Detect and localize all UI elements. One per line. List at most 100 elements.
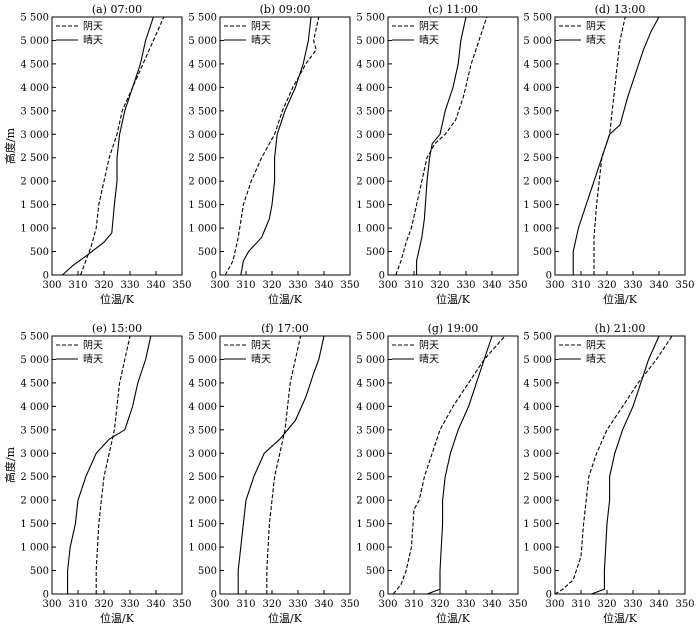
series-line-overcast: [224, 16, 320, 276]
plot-frame: [219, 16, 351, 276]
x-tick-label: 330: [120, 280, 139, 291]
y-tick-label: 4 500: [523, 59, 552, 70]
y-tick-label: 2 000: [20, 496, 49, 507]
x-tick-label: 340: [482, 599, 501, 610]
panel-title: (c) 11:00: [428, 3, 478, 16]
x-tick-label: 340: [649, 599, 668, 610]
y-tick-label: 5 000: [20, 36, 49, 47]
legend-label: 晴天: [251, 353, 271, 366]
x-tick-label: 300: [42, 599, 61, 610]
x-tick-label: 330: [456, 280, 475, 291]
x-tick-label: 340: [482, 280, 501, 291]
y-tick-label: 3 500: [523, 106, 552, 117]
x-tick-label: 300: [42, 280, 61, 291]
x-axis-title: 位温/K: [268, 292, 303, 306]
y-tick-label: 1 500: [356, 519, 385, 530]
y-tick-label: 2 500: [188, 472, 217, 483]
series-line-overcast: [593, 16, 626, 275]
x-tick-label: 350: [340, 599, 359, 610]
plot-frame: [554, 335, 686, 595]
y-tick-label: 4 000: [188, 83, 217, 94]
panel-title: (g) 19:00: [428, 322, 479, 335]
legend-label: 晴天: [419, 353, 439, 366]
y-tick-label: 3 000: [356, 449, 385, 460]
legend-label: 阴天: [83, 340, 103, 352]
y-tick-label: 500: [30, 566, 49, 577]
y-tick-label: 500: [30, 247, 49, 258]
y-tick-label: 1 000: [188, 543, 217, 554]
y-tick-label: 4 500: [356, 59, 385, 70]
x-tick-label: 320: [94, 599, 113, 610]
series-line-clear: [62, 16, 154, 276]
x-tick-label: 350: [340, 280, 359, 291]
series-line-overcast: [554, 335, 673, 595]
panel-f: (f) 17:00 300 310 320 330 340 350 0 500 1 000 1 50…: [188, 322, 359, 625]
y-tick-label: 0: [546, 271, 552, 282]
x-tick-label: 310: [236, 599, 255, 610]
panel-d: (d) 13:00 300 310 320 330 340 350 0 500 1 000 1 50…: [523, 3, 694, 306]
y-tick-label: 4 000: [188, 402, 217, 413]
panel-c: (c) 11:00 300 310 320 330 340 350 0 500 1 000 1 50…: [356, 3, 527, 306]
x-tick-label: 310: [68, 599, 87, 610]
legend-label: 阴天: [251, 21, 271, 33]
x-tick-label: 310: [571, 280, 590, 291]
y-tick-label: 3 500: [523, 425, 552, 436]
x-tick-label: 300: [545, 599, 564, 610]
legend-label: 晴天: [586, 34, 606, 47]
y-tick-label: 5 000: [523, 355, 552, 366]
legend-label: 晴天: [83, 34, 103, 47]
y-tick-label: 4 500: [20, 378, 49, 389]
y-tick-label: 0: [379, 271, 385, 282]
panel-a: (a) 07:00 300 310 320 330 340 350 0 500 1 000 1 50…: [3, 3, 192, 306]
x-tick-label: 340: [146, 280, 165, 291]
y-tick-label: 2 500: [356, 472, 385, 483]
x-tick-label: 340: [314, 280, 333, 291]
legend-label: 阴天: [83, 21, 103, 33]
y-tick-label: 0: [43, 590, 49, 601]
panel-title: (e) 15:00: [92, 322, 142, 335]
x-tick-label: 330: [623, 599, 642, 610]
x-tick-label: 300: [210, 599, 229, 610]
y-tick-label: 4 000: [20, 402, 49, 413]
y-tick-label: 3 500: [356, 425, 385, 436]
x-tick-label: 320: [262, 280, 281, 291]
y-tick-label: 3 500: [356, 106, 385, 117]
y-tick-label: 1 500: [20, 200, 49, 211]
y-tick-label: 1 000: [523, 224, 552, 235]
y-tick-label: 3 000: [188, 130, 217, 141]
x-tick-label: 330: [288, 280, 307, 291]
x-axis-title: 位温/K: [436, 611, 471, 625]
y-tick-label: 4 500: [356, 378, 385, 389]
x-tick-label: 340: [314, 599, 333, 610]
y-tick-label: 500: [533, 566, 552, 577]
x-tick-label: 320: [597, 280, 616, 291]
y-tick-label: 0: [211, 271, 217, 282]
y-tick-label: 5 000: [356, 36, 385, 47]
x-axis-title: 位温/K: [603, 611, 638, 625]
y-axis-title: 高度/m: [3, 127, 17, 164]
y-tick-label: 5 000: [20, 355, 49, 366]
y-tick-label: 3 000: [20, 449, 49, 460]
series-line-clear: [572, 16, 660, 275]
x-tick-label: 320: [430, 280, 449, 291]
y-tick-label: 500: [366, 247, 385, 258]
x-tick-label: 350: [508, 599, 527, 610]
x-tick-label: 340: [146, 599, 165, 610]
y-tick-label: 3 000: [356, 130, 385, 141]
x-tick-label: 320: [94, 280, 113, 291]
legend-label: 阴天: [586, 21, 606, 33]
y-tick-label: 3 000: [523, 449, 552, 460]
y-tick-label: 2 500: [523, 472, 552, 483]
panel-b: (b) 09:00 300 310 320 330 340 350 0 500 1 000 1 50…: [188, 3, 359, 306]
series-line-overcast: [395, 16, 488, 276]
y-tick-label: 0: [546, 590, 552, 601]
x-tick-label: 300: [545, 280, 564, 291]
series-line-clear: [591, 335, 660, 595]
y-tick-label: 5 500: [20, 332, 49, 343]
legend-label: 阴天: [419, 340, 439, 352]
x-axis-title: 位温/K: [603, 292, 638, 306]
series-line-clear: [416, 16, 467, 275]
y-tick-label: 1 500: [20, 519, 49, 530]
y-tick-label: 0: [43, 271, 49, 282]
y-tick-label: 1 500: [188, 519, 217, 530]
